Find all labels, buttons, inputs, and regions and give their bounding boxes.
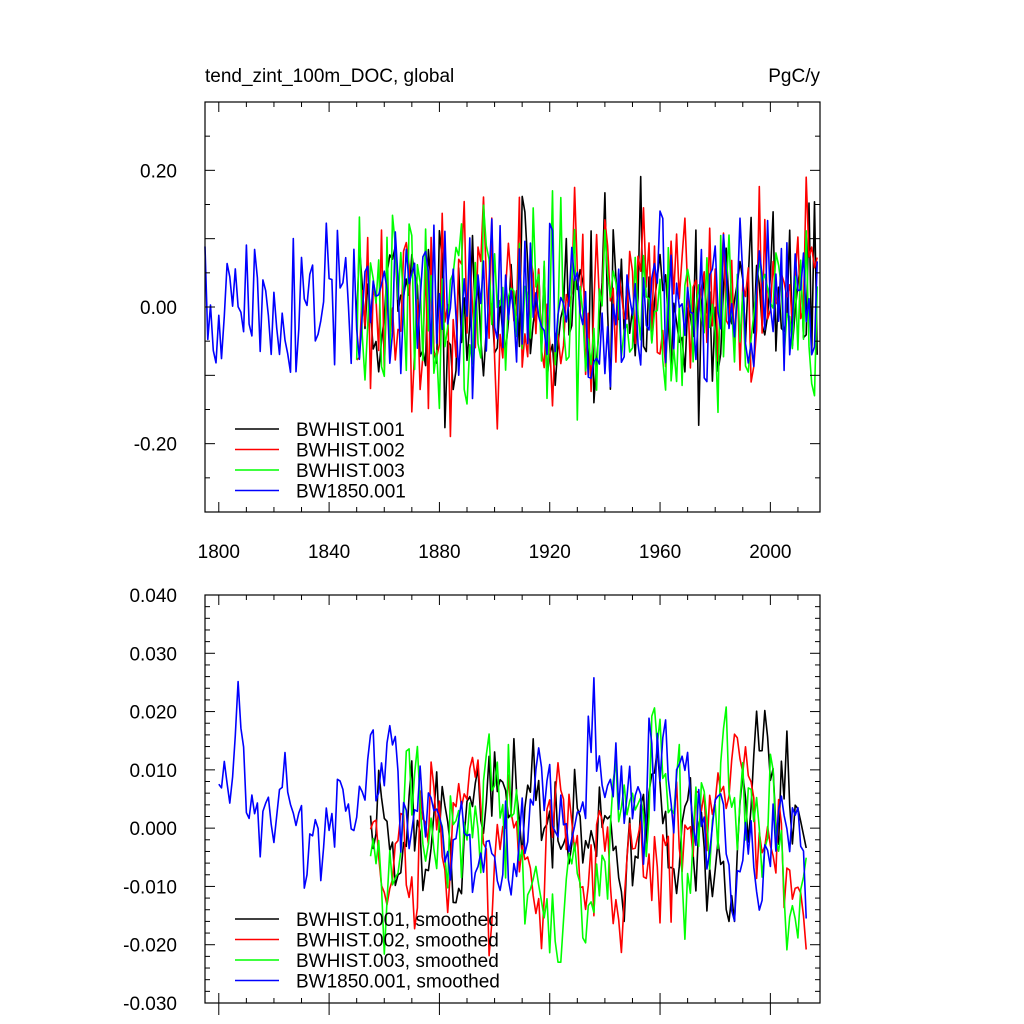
legend-label: BW1850.001, smoothed <box>296 972 500 993</box>
legend-label: BWHIST.003, smoothed <box>296 951 499 972</box>
y-tick-label: 0.00 <box>140 298 177 319</box>
top-series-group <box>204 175 818 438</box>
x-tick-label: 2000 <box>749 542 791 563</box>
x-tick-label: 1800 <box>198 542 240 563</box>
legend-label: BWHIST.002 <box>296 441 405 462</box>
y-tick-label: -0.030 <box>123 994 177 1015</box>
top-panel: tend_zint_100m_DOC, global PgC/y 1800 184… <box>134 66 821 563</box>
x-tick-label: 1880 <box>418 542 460 563</box>
series-line-bwhist-002 <box>356 176 818 438</box>
y-tick-label: 0.000 <box>129 819 177 840</box>
bottom-axes: -0.030 -0.020 -0.010 0.000 0.010 0.020 0.030 0.… <box>123 586 821 1015</box>
bottom-panel: -0.030 -0.020 -0.010 0.000 0.010 0.020 0.030 0.… <box>123 586 821 1015</box>
bottom-series-group <box>218 676 807 964</box>
series-line-bwhist-002-smoothed <box>369 733 807 957</box>
y-tick-label: 0.030 <box>129 644 177 665</box>
legend-label: BW1850.001 <box>296 482 406 503</box>
y-tick-label: -0.010 <box>123 877 177 898</box>
legend-label: BWHIST.001 <box>296 420 405 441</box>
legend-label: BWHIST.002, smoothed <box>296 931 499 952</box>
top-panel-title: tend_zint_100m_DOC, global <box>205 66 454 87</box>
y-tick-label: 0.040 <box>129 586 177 607</box>
x-tick-label: 1840 <box>308 542 350 563</box>
y-tick-label: 0.010 <box>129 761 177 782</box>
legend-label: BWHIST.003 <box>296 461 405 482</box>
plot-frame <box>204 594 821 1004</box>
y-tick-label: -0.20 <box>134 435 177 456</box>
series-line-bw1850-001 <box>204 210 818 400</box>
top-axes: 1800 1840 1880 1920 1960 2000 -0.20 0.00 0.20 <box>134 101 821 563</box>
y-tick-label: 0.20 <box>140 161 177 182</box>
legend-label: BWHIST.001, smoothed <box>296 910 499 931</box>
series-line-bwhist-001-smoothed <box>369 709 807 923</box>
y-tick-label: 0.020 <box>129 703 177 724</box>
x-tick-label: 1920 <box>529 542 571 563</box>
series-line-bw1850-001-smoothed <box>218 676 807 922</box>
y-tick-label: -0.020 <box>123 936 177 957</box>
x-tick-label: 1960 <box>639 542 681 563</box>
top-panel-units: PgC/y <box>768 66 820 87</box>
